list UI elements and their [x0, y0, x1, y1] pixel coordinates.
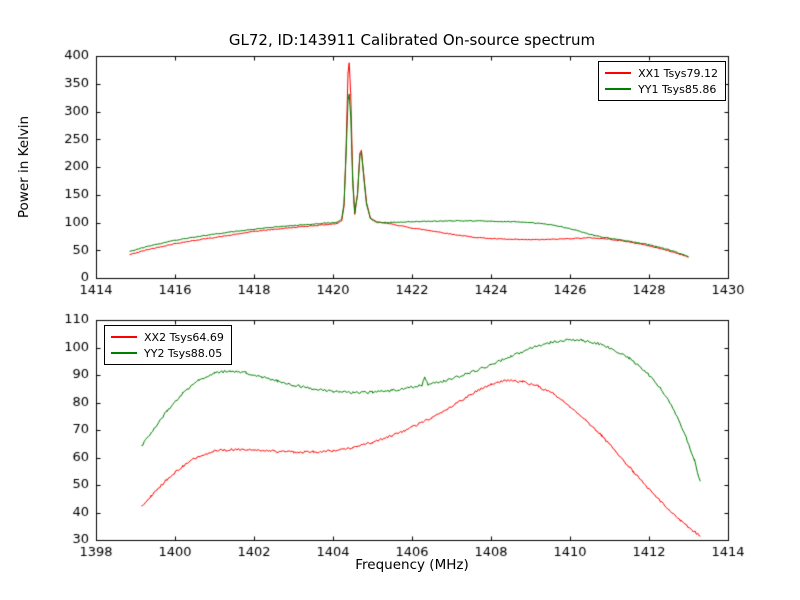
y-axis-label: Power in Kelvin: [16, 115, 32, 219]
legend-label-xx1: XX1 Tsys79.12: [638, 66, 718, 80]
legend-entry-yy2: YY2 Tsys88.05: [111, 345, 224, 361]
legend-bottom-plot: XX2 Tsys64.69 YY2 Tsys88.05: [104, 325, 232, 365]
legend-line-yy2-icon: [111, 352, 137, 354]
legend-entry-yy1: YY1 Tsys85.86: [605, 81, 718, 97]
legend-entry-xx1: XX1 Tsys79.12: [605, 65, 718, 81]
legend-line-xx2-icon: [111, 336, 137, 338]
x-axis-label: Frequency (MHz): [355, 557, 469, 573]
legend-entry-xx2: XX2 Tsys64.69: [111, 329, 224, 345]
legend-label-yy2: YY2 Tsys88.05: [144, 346, 223, 360]
legend-label-yy1: YY1 Tsys85.86: [638, 82, 717, 96]
legend-line-xx1-icon: [605, 72, 632, 74]
chart-title: GL72, ID:143911 Calibrated On-source spe…: [228, 31, 596, 49]
legend-line-yy1-icon: [605, 88, 632, 90]
legend-top-plot: XX1 Tsys79.12 YY1 Tsys85.86: [598, 61, 726, 101]
legend-label-xx2: XX2 Tsys64.69: [144, 330, 224, 344]
